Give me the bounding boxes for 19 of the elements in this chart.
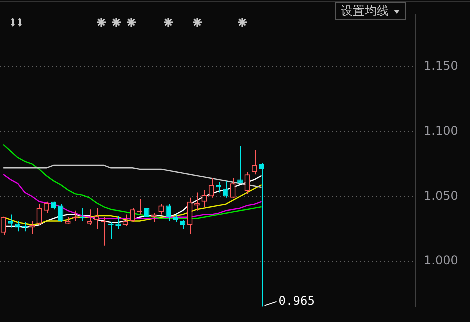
- candlestick: [202, 190, 208, 208]
- y-tick-label: 1.100: [424, 124, 458, 138]
- candlestick: [252, 149, 258, 176]
- candlestick: [259, 162, 264, 308]
- candlestick: [230, 178, 236, 198]
- candlestick: [244, 172, 250, 195]
- y-tick-label: 1.000: [424, 254, 458, 268]
- y-tick-label: 1.050: [424, 188, 458, 203]
- annotation: 设置均线: [341, 4, 389, 18]
- candlestick: [187, 197, 193, 235]
- candlestick: [223, 180, 229, 198]
- candlestick: [94, 208, 100, 230]
- candlestick: [0, 216, 6, 236]
- candlestick: [58, 204, 64, 224]
- candlestick: [166, 204, 172, 222]
- candlestick: [208, 178, 214, 198]
- y-tick-label: 1.150: [424, 59, 458, 74]
- annotation: 0.965: [278, 294, 315, 308]
- candlestick: [130, 208, 136, 224]
